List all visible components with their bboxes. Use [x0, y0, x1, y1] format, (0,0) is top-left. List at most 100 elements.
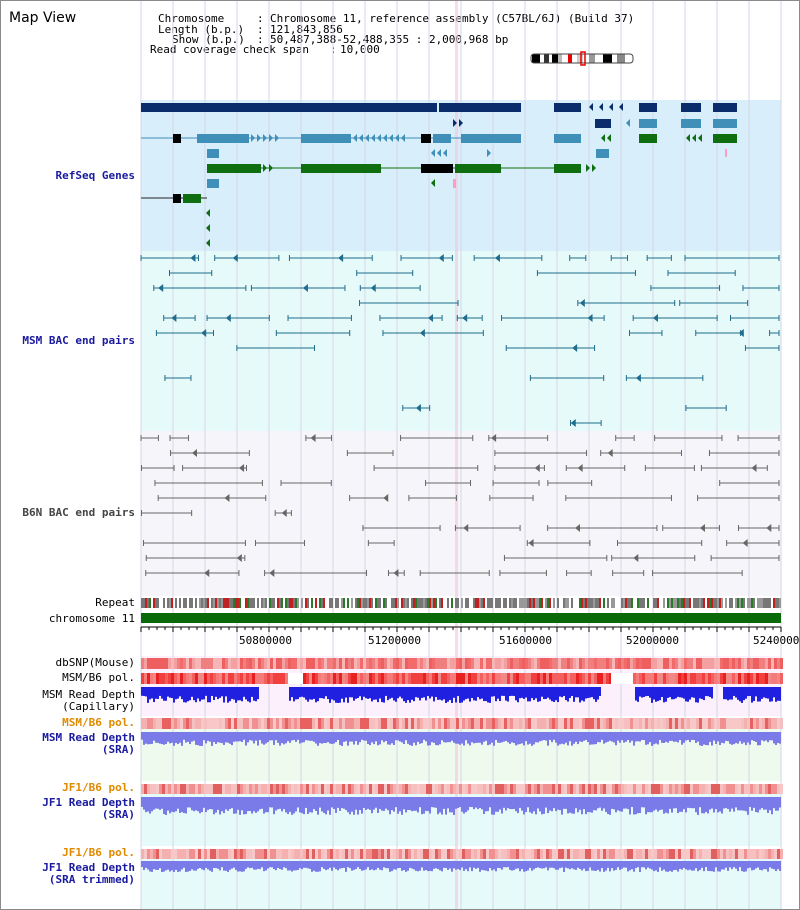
heat-cell: [651, 849, 654, 859]
depth-bar: [343, 687, 345, 703]
depth-bar: [741, 797, 743, 811]
depth-bar: [427, 732, 429, 746]
heat-cell: [417, 849, 420, 859]
heat-cell: [198, 784, 201, 794]
heat-cell: [618, 784, 621, 794]
depth-bar: [195, 687, 197, 703]
heat-cell: [246, 658, 249, 669]
heat-cell: [225, 784, 228, 794]
depth-bar: [231, 861, 233, 869]
depth-bar: [171, 797, 173, 812]
depth-bar: [739, 732, 741, 742]
heat-cell: [345, 673, 348, 684]
depth-bar: [141, 861, 143, 868]
depth-bar: [177, 732, 179, 745]
heat-cell: [531, 658, 534, 669]
heat-cell: [726, 658, 729, 669]
depth-bar: [271, 732, 273, 741]
depth-bar: [219, 732, 221, 743]
depth-bar: [515, 687, 517, 701]
depth-bar: [671, 861, 673, 872]
depth-bar: [703, 687, 705, 701]
show-value: 50,487,388-52,488,355 : 2,000,968 bp: [270, 33, 509, 46]
depth-bar: [523, 797, 525, 815]
depth-bar: [643, 687, 645, 697]
heat-cell: [213, 673, 216, 684]
depth-bar: [287, 861, 289, 871]
track-label-msm-b6-pol-2[interactable]: MSM/B6 pol.: [62, 716, 135, 729]
depth-bar: [637, 861, 639, 868]
track-label-b6n-bac[interactable]: B6N BAC end pairs: [22, 506, 135, 519]
depth-bar: [675, 797, 677, 809]
heat-cell: [726, 718, 729, 729]
depth-bar: [635, 732, 637, 742]
repeat-mark: [627, 598, 629, 608]
repeat-mark: [743, 598, 745, 608]
depth-bar: [257, 687, 259, 700]
depth-bar: [639, 797, 641, 814]
heat-cell: [552, 784, 555, 794]
depth-bar: [715, 861, 717, 868]
heat-cell: [228, 784, 231, 794]
repeat-mark: [245, 598, 247, 608]
depth-bar: [229, 687, 231, 702]
heat-cell: [723, 784, 726, 794]
heat-cell: [447, 784, 450, 794]
track-label-jf1-b6-pol[interactable]: JF1/B6 pol.: [62, 781, 135, 794]
heat-cell: [564, 718, 567, 729]
heat-cell: [723, 849, 726, 859]
track-label-jf1-depth-trimmed[interactable]: JF1 Read Depth: [42, 861, 135, 874]
depth-bar: [489, 732, 491, 745]
depth-bar: [283, 861, 285, 868]
track-label-refseq[interactable]: RefSeq Genes: [55, 169, 135, 182]
heat-cell: [435, 849, 438, 859]
track-label-dbsnp[interactable]: dbSNP(Mouse): [55, 656, 135, 669]
heat-cell: [156, 849, 159, 859]
depth-bar: [287, 732, 289, 742]
depth-bar: [225, 797, 227, 810]
heat-cell: [666, 784, 669, 794]
heat-cell: [756, 849, 759, 859]
track-label-jf1-depth-sra[interactable]: JF1 Read Depth: [42, 796, 135, 809]
repeat-mark: [621, 598, 623, 608]
depth-bar: [339, 687, 341, 703]
depth-bar: [765, 687, 767, 699]
depth-bar: [377, 687, 379, 703]
depth-bar: [439, 687, 441, 700]
track-label-msm-depth-sra[interactable]: MSM Read Depth: [42, 731, 135, 744]
depth-bar: [759, 687, 761, 702]
depth-bar: [401, 797, 403, 815]
heat-cell: [174, 718, 177, 729]
heat-cell: [210, 784, 213, 794]
depth-bar: [289, 861, 291, 871]
strand-arrow: [607, 134, 611, 142]
heat-cell: [768, 784, 771, 794]
track-label-jf1-b6-pol-2[interactable]: JF1/B6 pol.: [62, 846, 135, 859]
depth-bar: [523, 861, 525, 872]
bac-end-arrow: [171, 314, 177, 322]
depth-bar: [491, 687, 493, 697]
heat-cell: [189, 658, 192, 669]
heat-cell: [648, 658, 651, 669]
heat-cell: [576, 784, 579, 794]
heat-cell: [372, 849, 375, 859]
depth-bar: [353, 797, 355, 815]
depth-bar: [453, 687, 455, 698]
track-label-msm-depth-sra-sub: (SRA): [101, 743, 135, 756]
track-label-msm-bac[interactable]: MSM BAC end pairs: [22, 334, 135, 347]
heat-cell: [702, 718, 705, 729]
depth-bar: [443, 687, 445, 700]
depth-bar: [399, 732, 401, 742]
depth-bar: [669, 797, 671, 809]
depth-bar: [447, 861, 449, 870]
depth-bar: [599, 861, 601, 872]
track-label-msm-depth-capillary[interactable]: MSM Read Depth: [42, 688, 135, 701]
strand-arrow: [274, 103, 278, 111]
depth-bar: [479, 797, 481, 808]
heat-cell: [273, 658, 276, 669]
depth-bar: [371, 732, 373, 743]
track-label-msm-b6-pol[interactable]: MSM/B6 pol.: [62, 671, 135, 684]
depth-bar: [535, 861, 537, 868]
heat-cell: [441, 849, 444, 859]
